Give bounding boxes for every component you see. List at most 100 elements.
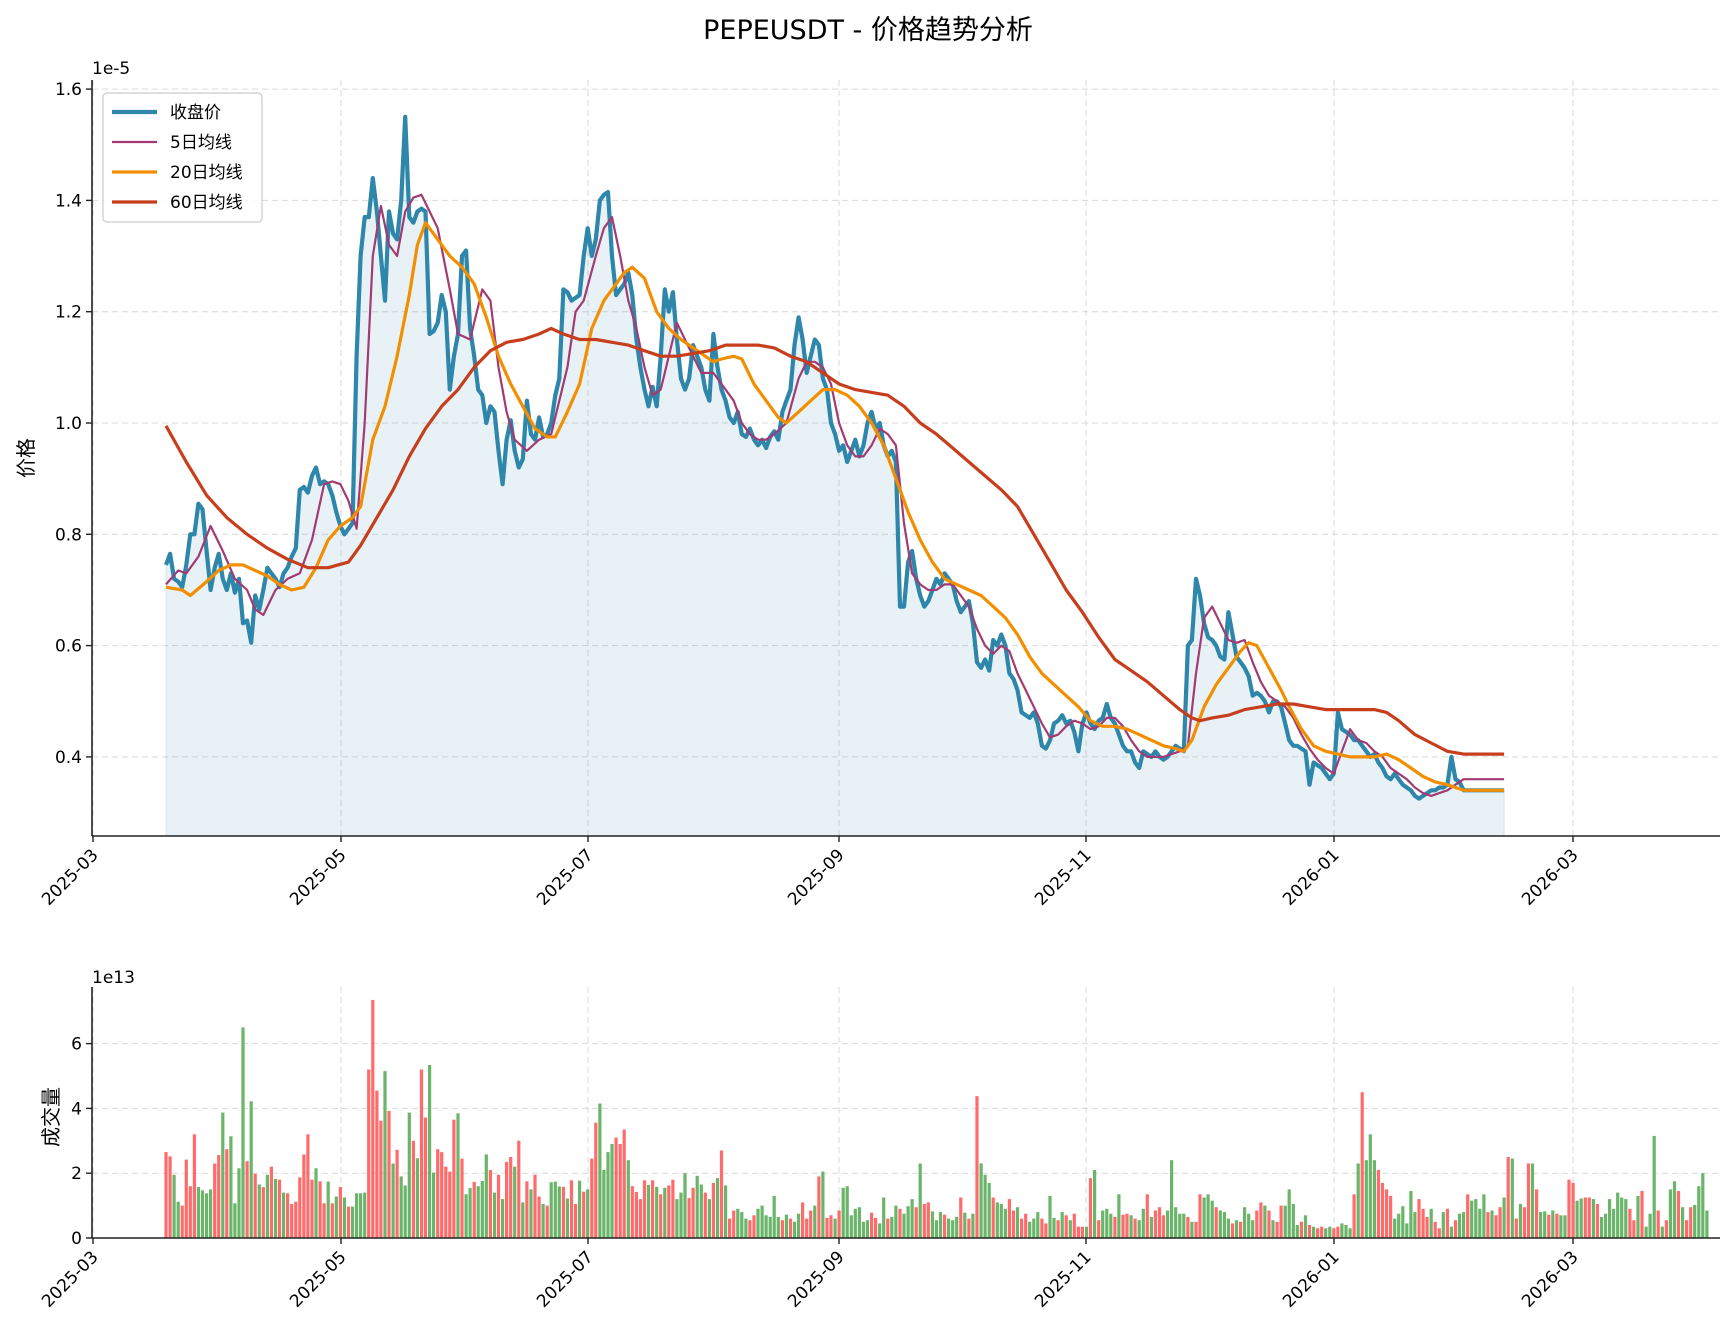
volume-bar [849,1215,853,1238]
volume-bar [1676,1191,1681,1238]
volume-bar [1243,1207,1247,1238]
volume-bar [1028,1221,1032,1238]
volume-bar [306,1134,310,1238]
volume-bar [967,1218,971,1238]
volume-bar [947,1218,951,1238]
volume-bar [1312,1226,1316,1238]
volume-bar [1433,1221,1437,1238]
volume-bar [257,1184,261,1238]
volume-bar [809,1210,813,1238]
volume-bar [1510,1158,1514,1238]
volume-bar [1376,1170,1380,1238]
volume-bar [484,1154,488,1238]
volume-bar [938,1212,943,1238]
volume-bar [1153,1210,1157,1238]
volume-bar [1522,1207,1526,1238]
volume-bar [1413,1212,1417,1238]
volume-ytick-label: 0 [71,1229,82,1249]
volume-bar [760,1205,764,1238]
volume-bar [1579,1198,1583,1238]
volume-bar [282,1192,286,1238]
price-xtick-label: 2025-07 [533,845,597,909]
legend-label: 5日均线 [170,133,232,153]
volume-bar [1125,1213,1129,1238]
volume-bar [363,1192,367,1238]
volume-bar [1137,1220,1141,1238]
volume-bar [1088,1178,1093,1238]
volume-bar [1502,1197,1506,1238]
volume-bar [164,1152,168,1238]
volume-bar [1620,1197,1624,1238]
volume-bar [930,1211,934,1238]
volume-bar [1052,1217,1056,1238]
volume-bar [1372,1160,1376,1238]
price-ytick-label: 1.0 [55,414,82,434]
volume-bar [318,1181,322,1238]
volume-bar [387,1111,391,1238]
volume-bar [801,1202,805,1238]
volume-bar [582,1191,586,1238]
volume-xtick-label: 2025-05 [286,1247,350,1311]
volume-bar [1307,1225,1312,1238]
volume-bar [943,1214,947,1238]
volume-bar [1660,1226,1664,1238]
volume-bar [1166,1210,1170,1238]
volume-bar [630,1186,634,1238]
volume-xtick-label: 2025-03 [38,1247,102,1311]
volume-bar [1230,1223,1235,1238]
volume-bar [569,1180,574,1238]
volume-bar [1113,1216,1117,1238]
volume-bar [1011,1210,1016,1238]
volume-bar [715,1178,720,1238]
volume-bar [1044,1223,1048,1238]
volume-bar [1084,1226,1089,1238]
volume-bar [1551,1210,1555,1238]
volume-bar [1145,1194,1149,1238]
volume-bar [1478,1208,1482,1238]
volume-bar [683,1173,687,1238]
volume-bar [618,1144,622,1238]
volume-bar [1701,1173,1705,1238]
volume-bar [1697,1186,1701,1238]
volume-bar [971,1213,975,1238]
volume-bar [1056,1220,1060,1238]
volume-bar [1080,1226,1084,1238]
volume-bar [1616,1192,1620,1238]
volume-bar [744,1218,748,1238]
volume-bar [529,1189,533,1238]
volume-bar [1020,1218,1024,1238]
volume-bar [565,1198,569,1238]
volume-bar [265,1174,269,1238]
volume-bar [1121,1214,1125,1238]
volume-bar [586,1189,590,1238]
volume-bar [371,999,375,1238]
volume-bar [472,1181,476,1238]
volume-bar [1672,1181,1677,1238]
volume-bar [724,1185,728,1238]
volume-bar [622,1129,626,1238]
volume-bar [1535,1189,1539,1238]
volume-bar [667,1185,671,1238]
volume-bar [756,1208,760,1238]
volume-bar [205,1193,209,1238]
volume-bar [367,1069,371,1238]
volume-bar [290,1204,294,1238]
volume-bar [237,1168,241,1238]
volume-bar [886,1218,890,1238]
volume-bar [1344,1225,1348,1238]
volume-bar [1101,1210,1105,1238]
volume-xtick-label: 2025-09 [784,1247,848,1311]
volume-bar [1267,1210,1271,1238]
volume-bar [261,1187,265,1238]
price-ytick-label: 1.4 [55,191,82,211]
volume-bar [375,1090,379,1238]
volume-bar [1263,1205,1267,1238]
volume-bar [521,1202,525,1238]
volume-bar [188,1186,192,1238]
volume-xtick-label: 2025-07 [533,1247,597,1311]
volume-bar [1202,1197,1206,1238]
volume-bar [1421,1208,1425,1238]
volume-bar [273,1179,278,1238]
volume-bar [432,1172,436,1238]
